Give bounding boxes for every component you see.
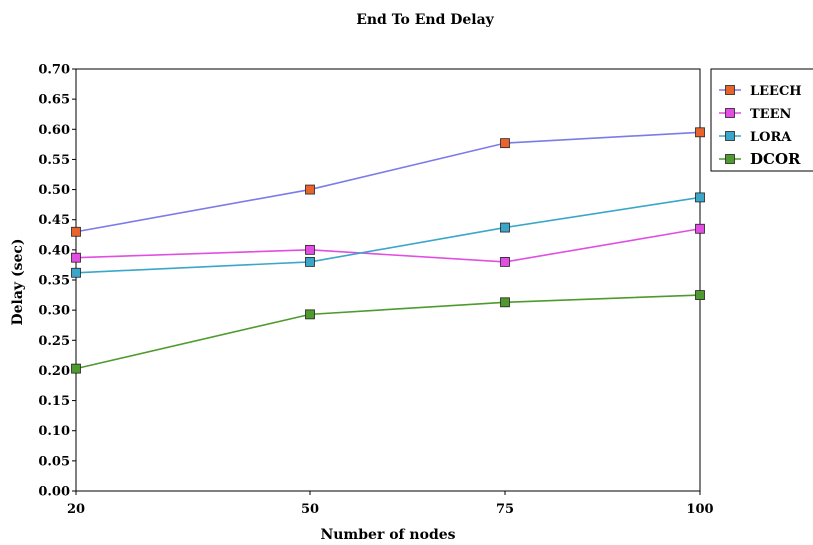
legend-label: LORA xyxy=(750,130,792,145)
y-tick-label: 0.30 xyxy=(38,304,70,319)
y-tick-label: 0.50 xyxy=(38,183,70,198)
legend-item-teen: TEEN xyxy=(719,107,791,122)
data-point-lora xyxy=(305,257,315,267)
legend-item-lora: LORA xyxy=(719,130,792,145)
data-point-teen xyxy=(71,252,81,263)
y-tick-label: 0.45 xyxy=(38,213,70,228)
x-tick-label: 50 xyxy=(301,502,319,517)
legend-label: DCOR xyxy=(750,150,801,168)
data-point-teen xyxy=(305,244,315,255)
x-axis-ticks: 20 50 75 100 xyxy=(67,491,714,517)
legend-marker xyxy=(725,108,735,118)
plot-area xyxy=(75,68,701,492)
series-lora xyxy=(71,192,705,278)
data-point-dcor xyxy=(305,309,315,320)
data-point-leech xyxy=(305,184,315,195)
data-point-teen xyxy=(695,223,705,234)
series-dcor xyxy=(71,290,705,374)
y-tick-label: 0.55 xyxy=(38,153,70,168)
y-tick-label: 0.25 xyxy=(38,334,70,349)
y-tick-label: 0.60 xyxy=(38,123,70,138)
y-tick-label: 0.20 xyxy=(38,364,70,379)
series-line-lora xyxy=(75,196,701,274)
data-point-dcor xyxy=(695,290,705,300)
y-tick-label: 0.00 xyxy=(38,485,70,500)
data-point-leech xyxy=(695,127,705,138)
series-leech xyxy=(71,127,705,237)
y-tick-label: 0.35 xyxy=(38,274,70,289)
data-point-dcor xyxy=(500,297,510,308)
legend-marker xyxy=(725,85,735,95)
legend-item-leech: LEECH xyxy=(719,84,802,99)
x-tick-label: 100 xyxy=(686,502,713,517)
legend: LEECH TEEN LORA DCOR xyxy=(710,68,813,172)
y-tick-label: 0.65 xyxy=(38,93,70,108)
series-line-leech xyxy=(75,131,701,233)
data-point-dcor xyxy=(71,363,81,374)
data-point-lora xyxy=(71,267,81,278)
data-point-lora xyxy=(695,192,705,203)
y-tick-label: 0.15 xyxy=(38,394,70,409)
data-point-teen xyxy=(500,257,510,267)
y-tick-label: 0.10 xyxy=(38,424,70,439)
legend-item-dcor: DCOR xyxy=(719,150,801,168)
x-tick-label: 20 xyxy=(67,502,85,517)
x-tick-label: 75 xyxy=(496,502,514,517)
series-line-dcor xyxy=(75,294,701,370)
y-tick-label: 0.05 xyxy=(38,454,70,469)
data-point-leech xyxy=(500,138,510,149)
y-axis-ticks: 0.00 0.05 0.10 0.15 0.20 0.25 0.30 0.35 0.40 0.45… xyxy=(38,63,76,500)
data-point-leech xyxy=(71,226,81,237)
series-line-teen xyxy=(75,227,701,263)
series-teen xyxy=(71,223,705,267)
y-tick-label: 0.70 xyxy=(38,63,70,78)
x-axis-label: Number of nodes xyxy=(320,527,455,543)
legend-label: LEECH xyxy=(750,84,802,99)
series-group xyxy=(71,127,705,374)
legend-marker xyxy=(725,131,735,141)
chart-title: End To End Delay xyxy=(356,12,494,28)
y-axis-label: Delay (sec) xyxy=(10,238,26,325)
data-point-lora xyxy=(500,222,510,233)
y-tick-label: 0.40 xyxy=(38,243,70,258)
legend-label: TEEN xyxy=(750,107,791,122)
legend-marker xyxy=(725,154,735,164)
